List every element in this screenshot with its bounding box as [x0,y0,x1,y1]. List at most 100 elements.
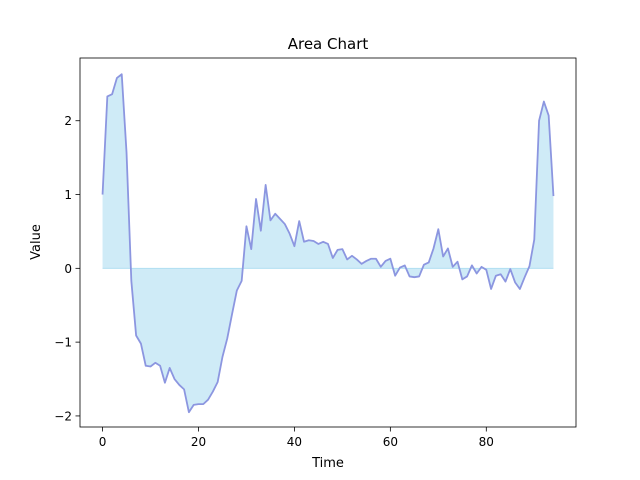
data-point [500,273,502,275]
data-point [457,261,459,263]
data-point [341,248,343,250]
data-point [313,240,315,242]
data-point [260,230,262,232]
data-point [447,247,449,249]
data-point [293,245,295,247]
data-point [394,275,396,277]
data-point [418,275,420,277]
y-tick-label: 1 [64,188,72,202]
data-point [111,93,113,95]
series-line [101,73,555,414]
data-point [346,258,348,260]
data-point [226,337,228,339]
x-tick-label: 0 [99,435,107,449]
data-point [135,334,137,336]
y-tick-label: −2 [54,409,72,423]
data-point [241,280,243,282]
area-fill [102,74,554,413]
data-point [452,266,454,268]
data-point [245,225,247,227]
data-point [533,239,535,241]
data-point [409,275,411,277]
data-point [504,281,506,283]
data-point [169,367,171,369]
data-point [221,356,223,358]
data-point [116,77,118,79]
chart-title: Area Chart [288,35,369,53]
data-point [212,391,214,393]
data-point [106,95,108,97]
data-point [356,258,358,260]
data-point [543,101,545,103]
data-point [231,313,233,315]
data-point [202,403,204,405]
data-point [193,404,195,406]
data-point [337,249,339,251]
data-point [375,258,377,260]
y-axis-label: Value [29,224,44,260]
data-point [389,258,391,260]
data-point [126,151,128,153]
y-tick-label: −1 [54,336,72,350]
data-point [327,243,329,245]
data-point [207,399,209,401]
data-point [121,73,123,75]
data-point [154,362,156,364]
data-point [217,381,219,383]
data-point [413,276,415,278]
data-point [250,248,252,250]
data-point [399,267,401,269]
data-point [265,184,267,186]
data-point [279,218,281,220]
data-point [485,269,487,271]
data-point [370,258,372,260]
y-axis-ticks: −2 −1 0 1 2 [54,114,80,423]
data-point [442,256,444,258]
x-tick-label: 60 [383,435,398,449]
data-point [361,263,363,265]
y-tick-label: 0 [64,262,72,276]
data-point [461,278,463,280]
data-point [332,257,334,259]
x-axis-label: Time [311,456,344,471]
data-point [466,275,468,277]
data-point [236,289,238,291]
data-point [490,288,492,290]
data-point [317,243,319,245]
data-point [174,378,176,380]
x-tick-label: 40 [287,435,302,449]
data-point [538,120,540,122]
data-point [289,233,291,235]
data-point [197,403,199,405]
data-point [471,264,473,266]
data-point [284,223,286,225]
data-point [164,382,166,384]
data-point [303,241,305,243]
data-point [102,194,104,196]
data-point [514,281,516,283]
plot-area [80,58,576,427]
data-point [433,247,435,249]
data-point [519,288,521,290]
data-point [476,273,478,275]
data-point [437,228,439,230]
data-point [298,220,300,222]
data-point [140,343,142,345]
data-point [322,241,324,243]
data-point [183,388,185,390]
data-point [548,115,550,117]
y-tick-label: 2 [64,114,72,128]
data-point [145,365,147,367]
data-point [159,365,161,367]
data-point [380,266,382,268]
data-point [130,280,132,282]
data-point [269,219,271,221]
x-tick-label: 20 [191,435,206,449]
data-point [188,411,190,413]
data-point [481,266,483,268]
data-point [255,198,257,200]
data-point [385,260,387,262]
data-point [365,260,367,262]
